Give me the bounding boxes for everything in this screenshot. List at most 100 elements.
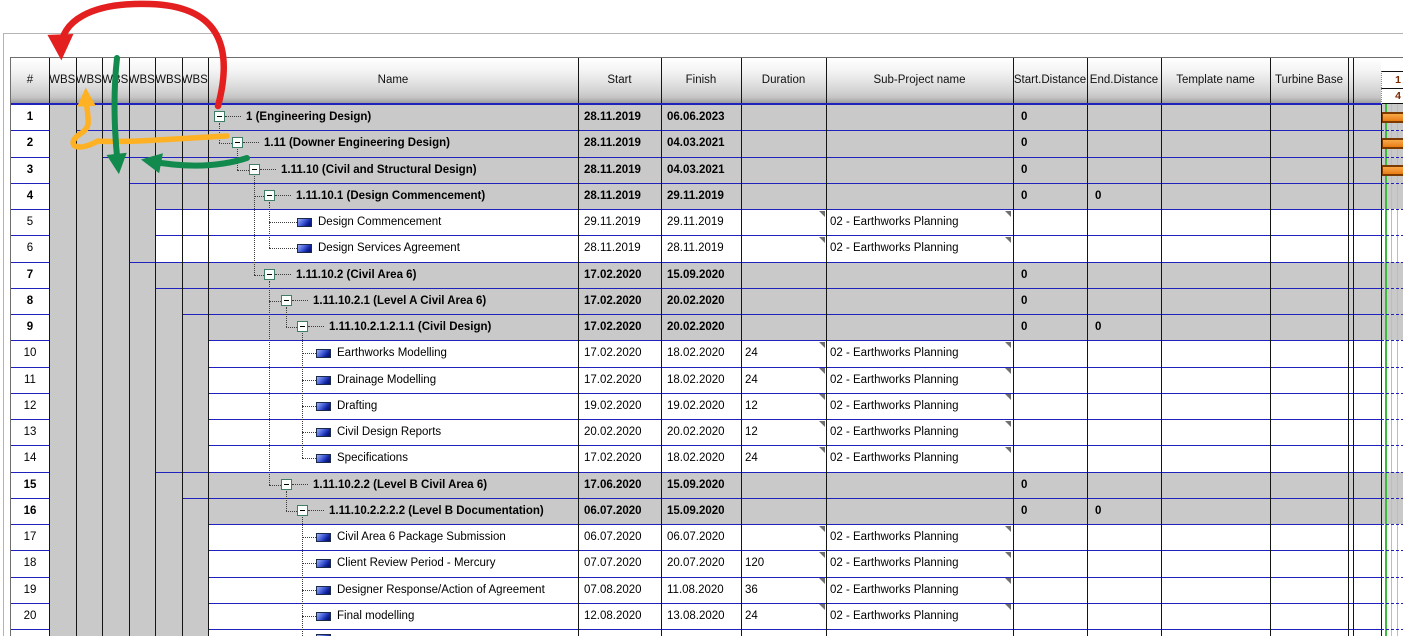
note-indicator-icon (1005, 578, 1011, 584)
row-separator (11, 182, 49, 184)
column-header-wbs3[interactable]: WBS (102, 74, 129, 86)
collapse-icon[interactable] (264, 189, 275, 201)
column-header-wbs1[interactable]: WBS (49, 74, 76, 86)
column-border-line (1348, 58, 1349, 636)
row-separator (75, 130, 1381, 132)
tree-connector-horizontal (269, 248, 297, 250)
column-header-wbs6[interactable]: WBS (181, 74, 208, 86)
column-header-finish[interactable]: Finish (685, 74, 717, 86)
outline-band[interactable] (49, 156, 1403, 183)
tree-connector-vertical (302, 516, 303, 636)
note-indicator-icon (819, 446, 825, 453)
gantt-row-separator (1381, 209, 1403, 210)
gantt-row-separator (1381, 182, 1403, 184)
gantt-summary-bar[interactable] (1382, 112, 1403, 123)
cell-finish: 29.11.2019 (667, 216, 724, 228)
tree-connector-horizontal (302, 405, 316, 407)
tree-connector-horizontal (269, 300, 281, 302)
column-header-subproject[interactable]: Sub-Project name (873, 74, 966, 86)
outline-band[interactable] (49, 497, 1403, 524)
cell-subproject: 02 - Earthworks Planning (830, 242, 959, 255)
column-header-start_distance[interactable]: Start.Distance (1013, 74, 1087, 86)
cell-start_distance: 0 (1021, 137, 1028, 150)
collapse-icon[interactable] (281, 294, 292, 306)
collapse-icon[interactable] (214, 111, 225, 122)
column-border-line (1013, 58, 1014, 636)
tree-connector-horizontal (237, 169, 249, 171)
summary-name: 1.11.10.1 (Design Commencement) (296, 189, 486, 202)
column-header-num[interactable]: # (26, 74, 34, 86)
tree-connector-vertical (302, 333, 303, 459)
row-separator (11, 130, 49, 132)
task-bar-icon (316, 585, 331, 595)
cell-duration: 12 (745, 399, 758, 412)
window-top-border (3, 33, 1403, 34)
timeline-cell-bottom: 4 (1381, 88, 1403, 104)
collapse-icon[interactable] (264, 268, 275, 280)
gantt-row-separator (1381, 445, 1403, 447)
cell-start: 17.02.2020 (584, 373, 642, 386)
cell-finish: 20.02.2020 (667, 294, 725, 307)
collapse-icon[interactable] (297, 504, 308, 516)
tree-connector-horizontal (269, 484, 281, 486)
collapse-icon[interactable] (297, 321, 308, 332)
column-header-template_name[interactable]: Template name (1176, 74, 1255, 86)
row-separator (208, 602, 1381, 604)
gantt-row-separator (1381, 602, 1403, 604)
cell-duration: 12 (745, 426, 758, 438)
collapse-icon[interactable] (281, 478, 292, 490)
column-header-wbs4[interactable]: WBS (128, 74, 155, 86)
outline-band[interactable] (49, 130, 1403, 157)
gantt-summary-bar[interactable] (1382, 164, 1403, 176)
gantt-row-separator (1381, 340, 1403, 342)
tree-connector-horizontal (254, 274, 264, 276)
cell-duration: 24 (745, 347, 758, 360)
cell-subproject: 02 - Earthworks Planning (830, 609, 959, 622)
row-separator (208, 366, 1381, 368)
task-name: Final modelling (337, 609, 415, 622)
row-number: 9 (26, 321, 34, 333)
column-header-wbs2[interactable]: WBS (75, 74, 102, 86)
gantt-row-separator (1381, 524, 1403, 525)
row-number: 3 (26, 163, 34, 176)
outline-band[interactable] (49, 314, 1403, 341)
cell-start: 28.11.2019 (584, 189, 641, 202)
column-border-line (208, 58, 209, 636)
outline-band[interactable] (49, 104, 1403, 131)
tree-connector-horizontal (302, 589, 316, 591)
column-header-gap2[interactable] (1353, 58, 1381, 103)
gantt-summary-bar[interactable] (1382, 138, 1403, 150)
collapse-icon[interactable] (249, 163, 260, 175)
column-header-name[interactable]: Name (377, 74, 409, 86)
cell-start: 28.11.2019 (584, 163, 641, 176)
note-indicator-icon (1005, 446, 1011, 453)
task-name: Designer Response/Action of Agreement (337, 583, 545, 596)
column-header-start[interactable]: Start (607, 74, 632, 86)
tree-connector-horizontal (302, 353, 316, 355)
column-header-duration[interactable]: Duration (761, 74, 806, 86)
column-header-wbs5[interactable]: WBS (155, 74, 182, 86)
icon-trail-dots (292, 299, 308, 301)
row-number: 11 (24, 373, 36, 386)
collapse-icon[interactable] (232, 137, 243, 149)
column-border-line (75, 58, 77, 636)
column-header-end_distance[interactable]: End.Distance (1089, 74, 1159, 86)
summary-name: 1.11.10.2.2.2.2 (Level B Documentation) (329, 504, 544, 517)
column-header-turbine_base[interactable]: Turbine Base (1275, 74, 1343, 86)
tree-connector-horizontal (269, 222, 297, 223)
note-indicator-icon (1005, 341, 1011, 348)
tree-connector-horizontal (302, 432, 316, 433)
row-number: 15 (23, 478, 37, 491)
tree-connector-horizontal (302, 458, 316, 460)
row-separator (155, 235, 1381, 237)
icon-trail-dots (292, 483, 308, 485)
column-border-line (1161, 58, 1162, 636)
row-separator (181, 314, 1381, 316)
cell-start: 19.02.2020 (584, 399, 642, 412)
row-number: 2 (26, 137, 34, 150)
cell-start: 17.02.2020 (584, 321, 642, 333)
cell-start: 20.02.2020 (584, 426, 642, 438)
cell-start: 17.02.2020 (584, 268, 642, 281)
cell-duration: 120 (745, 557, 765, 570)
row-number: 20 (23, 609, 37, 622)
